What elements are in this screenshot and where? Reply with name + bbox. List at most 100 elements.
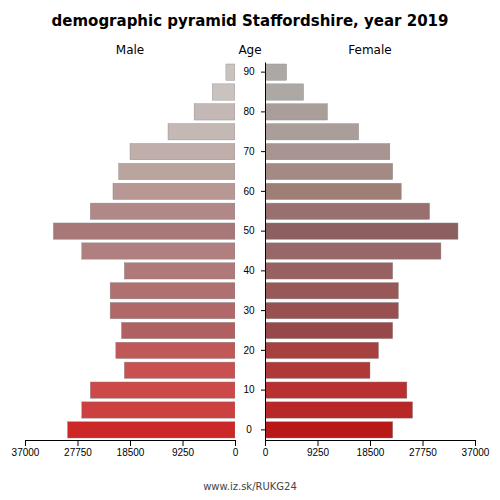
bar bbox=[265, 402, 413, 418]
series-header: Male bbox=[116, 43, 144, 57]
bar bbox=[90, 382, 235, 398]
x-tick-label: 9250 bbox=[307, 447, 330, 458]
x-tick: 18500 bbox=[357, 440, 385, 458]
y-axis-title: Age bbox=[238, 43, 261, 57]
bar bbox=[124, 362, 235, 378]
y-axis: 90 80 70 60 50 40 30 20 10 0 bbox=[243, 63, 265, 441]
y-axis-line bbox=[265, 63, 266, 441]
x-tick-mark bbox=[423, 440, 424, 446]
bar bbox=[265, 362, 370, 378]
y-tick: 60 bbox=[243, 186, 265, 197]
y-tick-label: 20 bbox=[243, 345, 255, 356]
bar bbox=[212, 84, 235, 100]
x-tick-label: 0 bbox=[233, 447, 239, 458]
y-tick: 0 bbox=[246, 424, 265, 435]
x-tick: 9250 bbox=[172, 440, 195, 458]
footer: www.iz.sk/RUKG24 bbox=[203, 481, 297, 492]
y-tick: 40 bbox=[243, 265, 265, 276]
bar bbox=[265, 183, 401, 199]
series-header: Female bbox=[348, 43, 391, 57]
x-tick-mark bbox=[78, 440, 79, 446]
x-tick-label: 0 bbox=[263, 447, 269, 458]
bar bbox=[168, 124, 235, 140]
bar bbox=[226, 64, 235, 80]
x-tick: 37000 bbox=[12, 440, 40, 458]
x-axis-0: 0 9250 18500 27750 37000 bbox=[12, 440, 239, 458]
bar bbox=[116, 342, 235, 358]
y-tick-label: 70 bbox=[243, 146, 255, 157]
bar bbox=[265, 263, 393, 279]
bar bbox=[113, 183, 235, 199]
y-tick-mark bbox=[261, 72, 265, 73]
title: demographic pyramid Staffordshire, year … bbox=[52, 12, 449, 30]
bar bbox=[53, 223, 235, 239]
bars-0 bbox=[53, 64, 235, 438]
y-tick-label: 80 bbox=[243, 106, 255, 117]
x-tick: 0 bbox=[233, 440, 239, 458]
y-tick-mark bbox=[261, 191, 265, 192]
y-tick-mark bbox=[261, 350, 265, 351]
bar bbox=[265, 302, 398, 318]
x-tick-label: 18500 bbox=[357, 447, 385, 458]
x-tick-mark bbox=[265, 440, 266, 446]
y-tick-label: 90 bbox=[243, 66, 255, 77]
x-tick-label: 27750 bbox=[64, 447, 92, 458]
x-tick-label: 27750 bbox=[409, 447, 437, 458]
bar bbox=[265, 422, 393, 438]
bar bbox=[110, 302, 235, 318]
x-tick: 18500 bbox=[117, 440, 145, 458]
bar bbox=[265, 64, 287, 80]
bar bbox=[82, 243, 235, 259]
chart: 0 9250 18500 27750 37000 Male 0 9250 18500 27750 3… bbox=[0, 0, 500, 500]
x-tick: 27750 bbox=[409, 440, 437, 458]
y-tick-mark bbox=[261, 429, 265, 430]
x-tick-label: 18500 bbox=[117, 447, 145, 458]
y-tick: 30 bbox=[243, 305, 265, 316]
y-tick: 10 bbox=[243, 384, 265, 395]
bar bbox=[265, 163, 393, 179]
bar bbox=[119, 163, 235, 179]
bars-1 bbox=[265, 64, 458, 438]
bar bbox=[110, 283, 235, 299]
bar bbox=[90, 203, 235, 219]
bar bbox=[121, 322, 235, 338]
y-tick-label: 40 bbox=[243, 265, 255, 276]
x-tick-mark bbox=[235, 440, 236, 446]
bar bbox=[265, 104, 327, 120]
x-tick: 9250 bbox=[307, 440, 330, 458]
bar bbox=[265, 243, 441, 259]
y-tick-mark bbox=[261, 111, 265, 112]
bar bbox=[265, 143, 390, 159]
y-tick-label: 60 bbox=[243, 186, 255, 197]
y-tick-label: 50 bbox=[243, 225, 255, 236]
bar bbox=[82, 402, 235, 418]
y-tick-mark bbox=[261, 270, 265, 271]
x-tick-mark bbox=[25, 440, 26, 446]
y-tick: 80 bbox=[243, 106, 265, 117]
x-tick-label: 9250 bbox=[172, 447, 195, 458]
y-tick: 20 bbox=[243, 345, 265, 356]
bar bbox=[265, 283, 398, 299]
bar bbox=[130, 143, 235, 159]
y-tick-mark bbox=[261, 390, 265, 391]
x-tick-label: 37000 bbox=[12, 447, 40, 458]
x-tick-mark bbox=[475, 440, 476, 446]
y-tick-label: 30 bbox=[243, 305, 255, 316]
y-tick-label: 0 bbox=[246, 424, 252, 435]
y-tick-mark bbox=[261, 231, 265, 232]
y-tick-label: 10 bbox=[243, 384, 255, 395]
x-axis-1: 0 9250 18500 27750 37000 bbox=[263, 440, 490, 458]
y-tick: 50 bbox=[243, 225, 265, 236]
x-tick-mark bbox=[130, 440, 131, 446]
x-tick: 27750 bbox=[64, 440, 92, 458]
y-tick: 90 bbox=[243, 66, 265, 77]
bar bbox=[265, 322, 393, 338]
x-tick: 37000 bbox=[462, 440, 490, 458]
bar bbox=[265, 342, 379, 358]
bar bbox=[68, 422, 235, 438]
y-tick-mark bbox=[261, 151, 265, 152]
x-tick-mark bbox=[370, 440, 371, 446]
bar bbox=[265, 84, 304, 100]
y-tick: 70 bbox=[243, 146, 265, 157]
bar bbox=[265, 124, 359, 140]
